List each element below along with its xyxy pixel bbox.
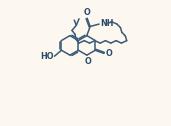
Text: O: O (83, 8, 90, 17)
Text: O: O (84, 57, 91, 66)
Text: HO: HO (40, 52, 54, 61)
Text: NH: NH (100, 19, 114, 28)
Text: O: O (105, 49, 112, 58)
